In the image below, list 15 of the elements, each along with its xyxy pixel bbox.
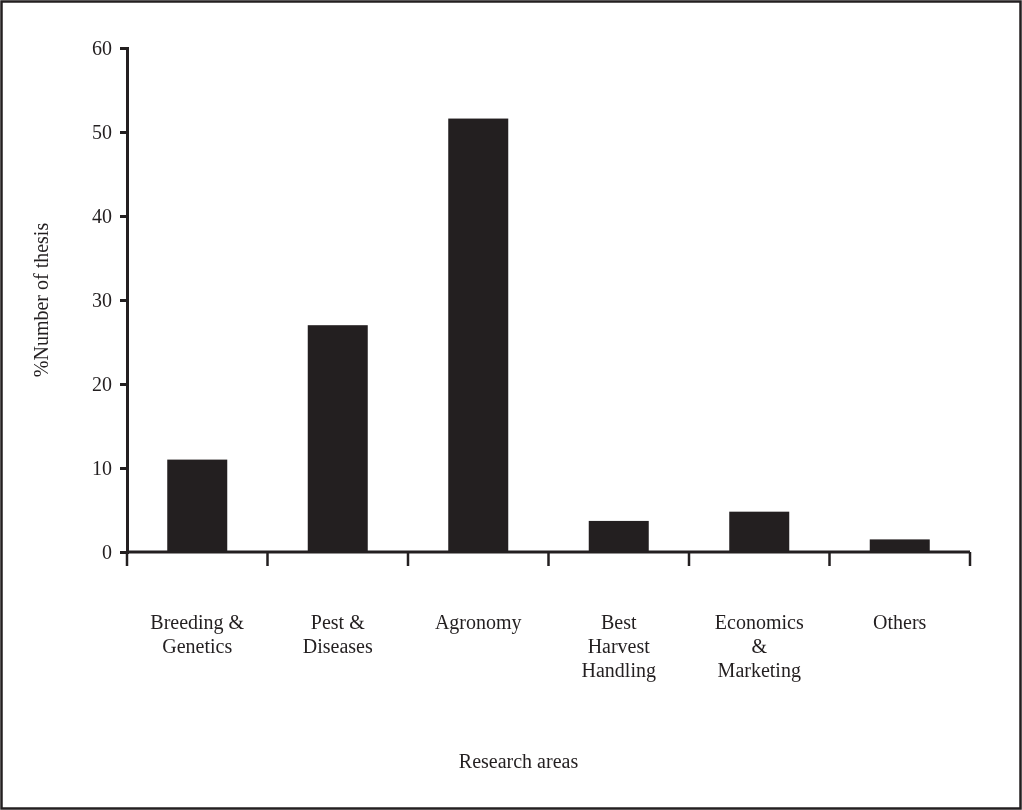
y-tick-label: 30 [92,288,112,311]
x-axis-title: Research areas [458,750,579,772]
x-tick-label: Pest & Diseases [302,611,373,657]
x-tick-label: Breeding & Genetics [150,611,245,657]
x-tick-label: Agronomy [434,611,522,634]
y-tick-label: 0 [102,540,112,563]
x-tick-label: Economics & Marketing [714,611,804,682]
y-axis-title: %Number of thesis [30,222,52,378]
y-tick-label: 50 [92,120,112,143]
x-tick-label: Best Harvest Handling [581,611,656,682]
y-tick-label: 60 [92,36,112,59]
y-tick-label: 40 [92,204,112,227]
y-tick-label: 10 [92,456,112,479]
y-tick-label: 20 [92,372,112,395]
x-tick-label: Others [873,611,927,633]
